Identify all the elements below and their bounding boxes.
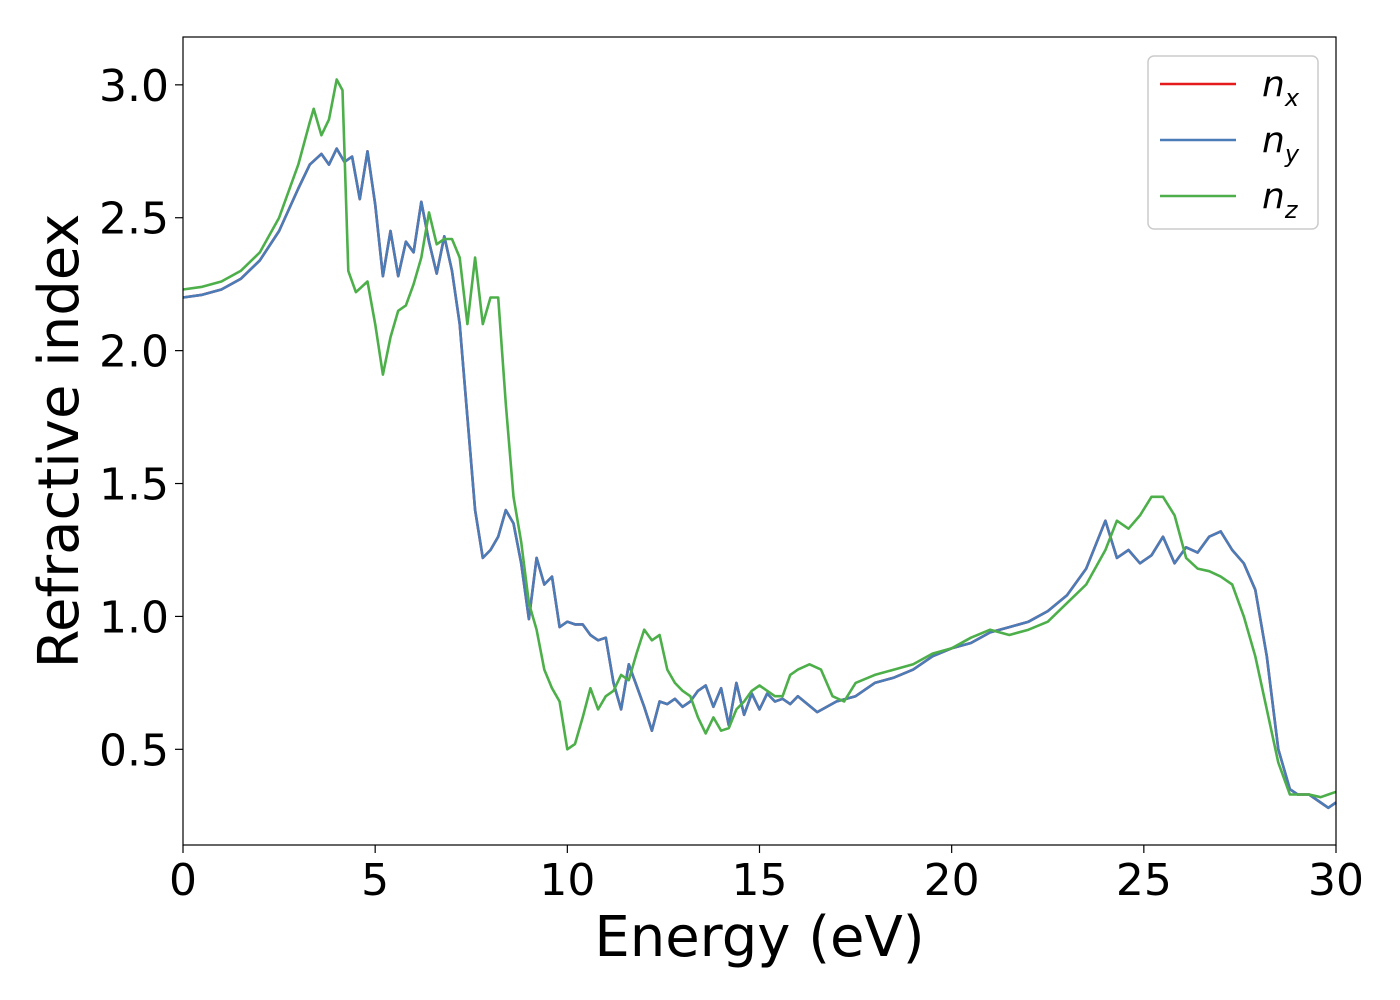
legend-box: [1147, 55, 1319, 230]
x-tick-label: 15: [732, 855, 788, 906]
x-tick-label: 5: [361, 855, 389, 906]
x-tick-label: 10: [539, 855, 595, 906]
legend: nx ny nz: [1147, 55, 1319, 230]
series-layer: [182, 78, 1337, 810]
series-line-n-z: [182, 78, 1337, 799]
y-axis: 0.5 1.0 1.5 2.0 2.5 3.0: [99, 61, 183, 776]
y-tick-label: 1.0: [99, 592, 169, 643]
legend-label-x: nx: [1262, 64, 1300, 112]
y-tick-label: 0.5: [99, 725, 169, 776]
y-tick-label: 1.5: [99, 460, 169, 511]
y-tick-label: 3.0: [99, 61, 169, 112]
y-axis-label: Refractive index: [27, 214, 92, 669]
legend-label-z: nz: [1262, 176, 1299, 224]
series-line-n-y: [182, 147, 1337, 810]
x-axis: 0 5 10 15 20 25 30: [169, 845, 1364, 906]
x-axis-label: Energy (eV): [594, 905, 924, 970]
x-tick-label: 25: [1116, 855, 1172, 906]
y-tick-label: 2.5: [99, 194, 169, 245]
legend-label-y: ny: [1262, 120, 1300, 168]
x-tick-label: 0: [169, 855, 197, 906]
y-tick-label: 2.0: [99, 327, 169, 378]
x-tick-label: 30: [1308, 855, 1364, 906]
x-tick-label: 20: [924, 855, 980, 906]
